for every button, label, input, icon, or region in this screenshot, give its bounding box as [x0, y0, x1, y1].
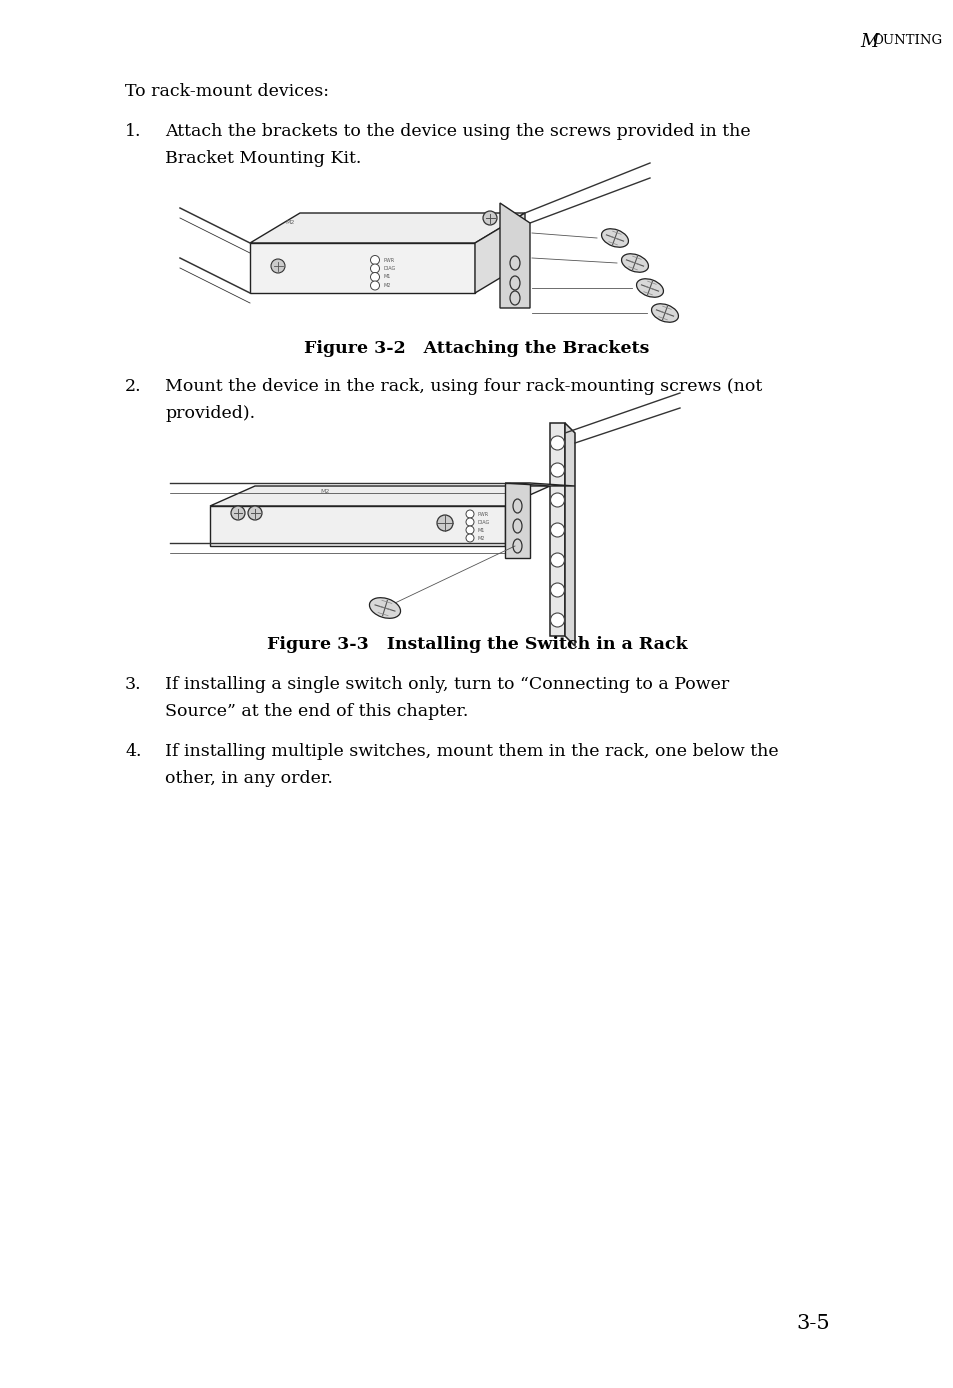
Circle shape — [550, 493, 564, 507]
Text: To rack-mount devices:: To rack-mount devices: — [125, 83, 329, 100]
Text: DIAG: DIAG — [476, 519, 489, 525]
Circle shape — [482, 211, 497, 225]
Circle shape — [465, 509, 474, 518]
Text: 2.: 2. — [125, 378, 141, 396]
Polygon shape — [250, 243, 475, 293]
Circle shape — [370, 255, 379, 265]
Ellipse shape — [636, 279, 662, 297]
Polygon shape — [210, 486, 550, 507]
Text: M1: M1 — [476, 527, 484, 533]
Text: If installing a single switch only, turn to “Connecting to a Power: If installing a single switch only, turn… — [165, 676, 728, 693]
Circle shape — [248, 507, 262, 520]
Circle shape — [550, 523, 564, 537]
Circle shape — [465, 534, 474, 541]
Circle shape — [465, 518, 474, 526]
Circle shape — [370, 264, 379, 273]
Polygon shape — [475, 212, 524, 293]
Text: Figure 3-2   Attaching the Brackets: Figure 3-2 Attaching the Brackets — [304, 340, 649, 357]
Text: Source” at the end of this chapter.: Source” at the end of this chapter. — [165, 702, 468, 720]
Text: DIAG: DIAG — [382, 266, 395, 271]
Text: M2: M2 — [382, 283, 390, 287]
Ellipse shape — [651, 304, 678, 322]
Ellipse shape — [601, 229, 628, 247]
Circle shape — [550, 613, 564, 627]
Text: M2: M2 — [319, 490, 329, 494]
Ellipse shape — [369, 598, 400, 618]
Ellipse shape — [621, 254, 648, 272]
Text: If installing multiple switches, mount them in the rack, one below the: If installing multiple switches, mount t… — [165, 743, 778, 761]
Circle shape — [271, 260, 285, 273]
Text: PWR: PWR — [382, 258, 394, 262]
Circle shape — [231, 507, 245, 520]
Text: other, in any order.: other, in any order. — [165, 770, 333, 787]
Text: OUNTING: OUNTING — [871, 35, 942, 47]
Circle shape — [550, 436, 564, 450]
Circle shape — [550, 552, 564, 568]
Text: 1.: 1. — [125, 124, 141, 140]
Text: M1: M1 — [382, 275, 390, 279]
Text: PWR: PWR — [476, 512, 488, 516]
Polygon shape — [504, 483, 530, 558]
Circle shape — [370, 280, 379, 290]
Text: M: M — [859, 33, 878, 51]
Circle shape — [550, 583, 564, 597]
Polygon shape — [210, 507, 504, 545]
Polygon shape — [564, 423, 575, 645]
Polygon shape — [504, 483, 575, 486]
Polygon shape — [250, 212, 524, 243]
Text: Attach the brackets to the device using the screws provided in the: Attach the brackets to the device using … — [165, 124, 750, 140]
Text: Mount the device in the rack, using four rack-mounting screws (not: Mount the device in the rack, using four… — [165, 378, 761, 396]
Text: 3.: 3. — [125, 676, 141, 693]
Polygon shape — [499, 203, 530, 308]
Text: 4.: 4. — [125, 743, 141, 761]
Circle shape — [436, 515, 453, 532]
Polygon shape — [550, 423, 564, 636]
Text: 3-5: 3-5 — [796, 1314, 829, 1332]
Circle shape — [465, 526, 474, 534]
Text: Figure 3-3   Installing the Switch in a Rack: Figure 3-3 Installing the Switch in a Ra… — [267, 636, 686, 652]
Text: provided).: provided). — [165, 405, 254, 422]
Text: M2: M2 — [476, 536, 484, 540]
Circle shape — [550, 464, 564, 477]
Text: Bracket Mounting Kit.: Bracket Mounting Kit. — [165, 150, 361, 167]
Circle shape — [370, 272, 379, 282]
Text: M2: M2 — [285, 221, 294, 225]
